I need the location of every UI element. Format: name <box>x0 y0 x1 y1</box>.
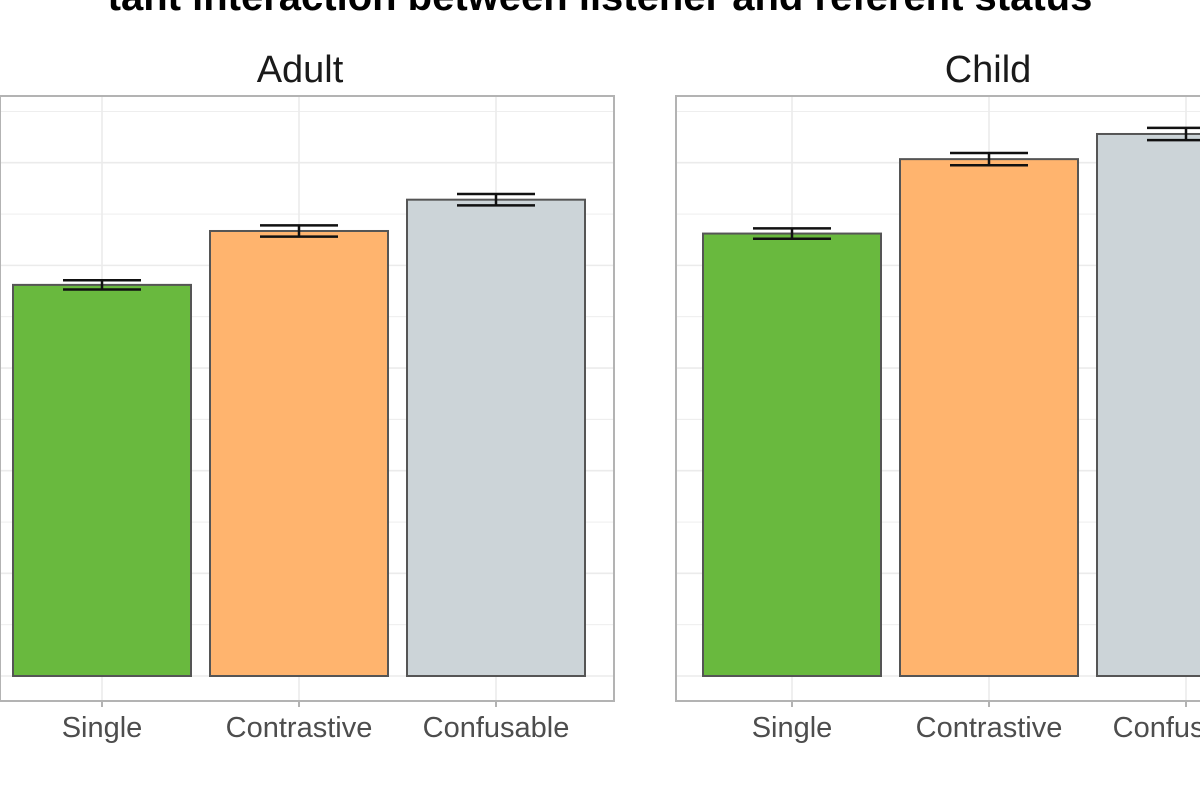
bar-adult-confusable <box>406 198 586 677</box>
panel-child-title: Child <box>945 49 1032 91</box>
bar-adult-contrastive <box>209 229 389 677</box>
bar-child-confusable <box>1096 132 1200 677</box>
x-tick-label-contrastive: Contrastive <box>916 712 1063 744</box>
panel-adult-x-ticks: Single Contrastive Confusable <box>62 701 570 744</box>
errorbar-child-contrastive <box>950 151 1028 167</box>
bar-child-single <box>702 232 882 677</box>
panel-adult: Adult Single Contrastive Confusable <box>0 49 615 744</box>
x-tick-label-single: Single <box>62 712 143 744</box>
errorbar-child-confusable <box>1147 126 1200 142</box>
panel-adult-frame <box>0 95 615 702</box>
errorbar-adult-single <box>63 279 141 291</box>
panel-child-frame <box>675 95 1200 702</box>
bar-adult-single <box>12 283 192 677</box>
bar-child-contrastive <box>899 158 1079 677</box>
panel-child-x-ticks: Single Contrastive Confusable <box>752 701 1200 744</box>
x-tick-label-confusable: Confusable <box>423 712 570 744</box>
panel-adult-errorbars <box>63 192 535 291</box>
errorbar-child-single <box>753 227 831 240</box>
x-tick-label-single: Single <box>752 712 833 744</box>
panel-adult-title: Adult <box>257 49 344 91</box>
x-tick-label-contrastive: Contrastive <box>226 712 373 744</box>
panel-adult-bars <box>12 198 586 677</box>
figure-title: tant interaction between listener and re… <box>108 0 1093 19</box>
panel-child-bars <box>702 132 1200 677</box>
panel-child-errorbars <box>753 126 1200 240</box>
panel-child: Child Single Contrastive Confusable <box>675 49 1200 744</box>
errorbar-adult-contrastive <box>260 224 338 238</box>
x-tick-label-confusable: Confusable <box>1113 712 1200 744</box>
errorbar-adult-confusable <box>457 192 535 207</box>
